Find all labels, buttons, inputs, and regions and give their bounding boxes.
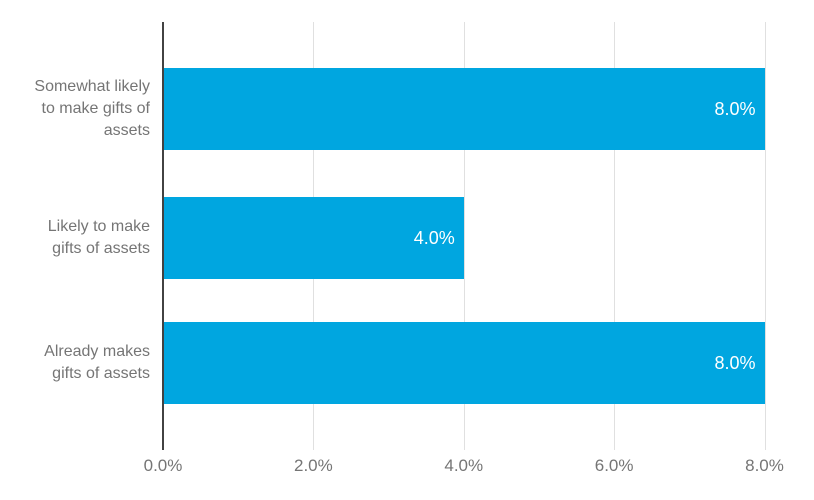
category-label-line: to make gifts of <box>41 100 151 117</box>
bar-value-label: 8.0% <box>714 98 756 119</box>
category-label-line: Likely to make <box>47 218 150 235</box>
x-tick-label: 2.0% <box>294 456 333 475</box>
category-label: Already makes gifts of assets <box>0 341 150 385</box>
x-tick-label: 6.0% <box>594 456 634 475</box>
y-axis-line <box>162 22 164 450</box>
x-tick-label: 0.0% <box>143 456 183 475</box>
category-label: Somewhat likely to make gifts of assets <box>0 76 150 142</box>
gridline <box>463 22 465 450</box>
gridline <box>614 22 616 450</box>
bar: 8.0% <box>164 322 765 404</box>
category-label-line: gifts of assets <box>52 365 150 382</box>
category-label-line: assets <box>103 122 150 139</box>
x-tick-label: 8.0% <box>745 456 784 475</box>
gridline <box>764 22 766 450</box>
bar-value-label: 8.0% <box>714 352 756 373</box>
bar: 8.0% <box>164 68 765 150</box>
category-label: Likely to make gifts of assets <box>0 216 150 260</box>
category-label-line: Somewhat likely <box>34 78 150 95</box>
category-label-line: Already makes <box>44 343 150 360</box>
bar: 4.0% <box>164 197 464 279</box>
x-tick-label: 4.0% <box>444 456 484 475</box>
bar-value-label: 4.0% <box>413 227 455 248</box>
category-label-line: gifts of assets <box>52 240 150 257</box>
